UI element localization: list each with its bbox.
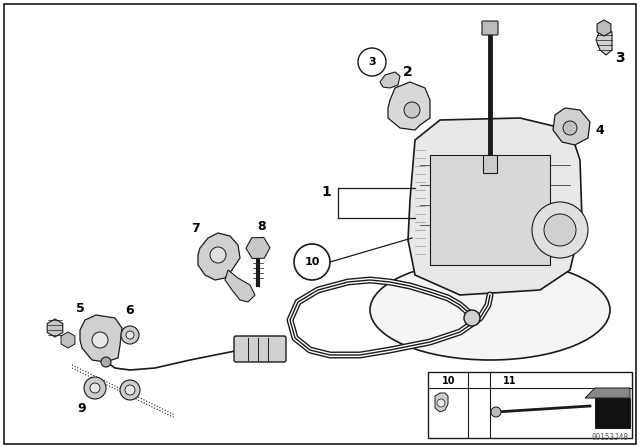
Ellipse shape	[370, 260, 610, 360]
Circle shape	[120, 380, 140, 400]
Text: 4: 4	[596, 124, 604, 137]
Polygon shape	[225, 270, 255, 302]
Bar	[428, 372, 632, 438]
Polygon shape	[435, 393, 448, 412]
Circle shape	[126, 331, 134, 339]
Polygon shape	[388, 82, 430, 130]
Text: 10: 10	[304, 257, 320, 267]
Bar	[430, 155, 550, 265]
FancyBboxPatch shape	[234, 336, 286, 362]
Polygon shape	[80, 315, 122, 362]
Circle shape	[101, 357, 111, 367]
Text: 3: 3	[368, 57, 376, 67]
Polygon shape	[595, 398, 630, 428]
Text: 3: 3	[615, 51, 625, 65]
Polygon shape	[585, 388, 630, 398]
Polygon shape	[198, 233, 240, 280]
Text: 9: 9	[77, 401, 86, 414]
Text: 11: 11	[503, 376, 516, 386]
Text: 8: 8	[258, 220, 266, 233]
Text: 10: 10	[442, 376, 456, 386]
Circle shape	[294, 244, 330, 280]
Circle shape	[210, 247, 226, 263]
Polygon shape	[553, 108, 590, 145]
Circle shape	[121, 326, 139, 344]
Circle shape	[84, 377, 106, 399]
Text: 2: 2	[403, 65, 413, 79]
Text: 00153J48: 00153J48	[591, 433, 628, 442]
Polygon shape	[380, 72, 400, 88]
Circle shape	[404, 102, 420, 118]
Circle shape	[437, 399, 445, 407]
Polygon shape	[596, 28, 612, 55]
Circle shape	[92, 332, 108, 348]
Text: 1: 1	[321, 185, 331, 199]
Circle shape	[563, 121, 577, 135]
Text: 5: 5	[76, 302, 84, 314]
Circle shape	[125, 385, 135, 395]
Circle shape	[544, 214, 576, 246]
FancyBboxPatch shape	[482, 21, 498, 35]
Polygon shape	[408, 118, 582, 295]
Text: 6: 6	[125, 303, 134, 316]
Circle shape	[491, 407, 501, 417]
Circle shape	[464, 310, 480, 326]
Bar	[483, 155, 497, 173]
Circle shape	[90, 383, 100, 393]
Text: 7: 7	[191, 221, 200, 234]
Circle shape	[532, 202, 588, 258]
Circle shape	[358, 48, 386, 76]
